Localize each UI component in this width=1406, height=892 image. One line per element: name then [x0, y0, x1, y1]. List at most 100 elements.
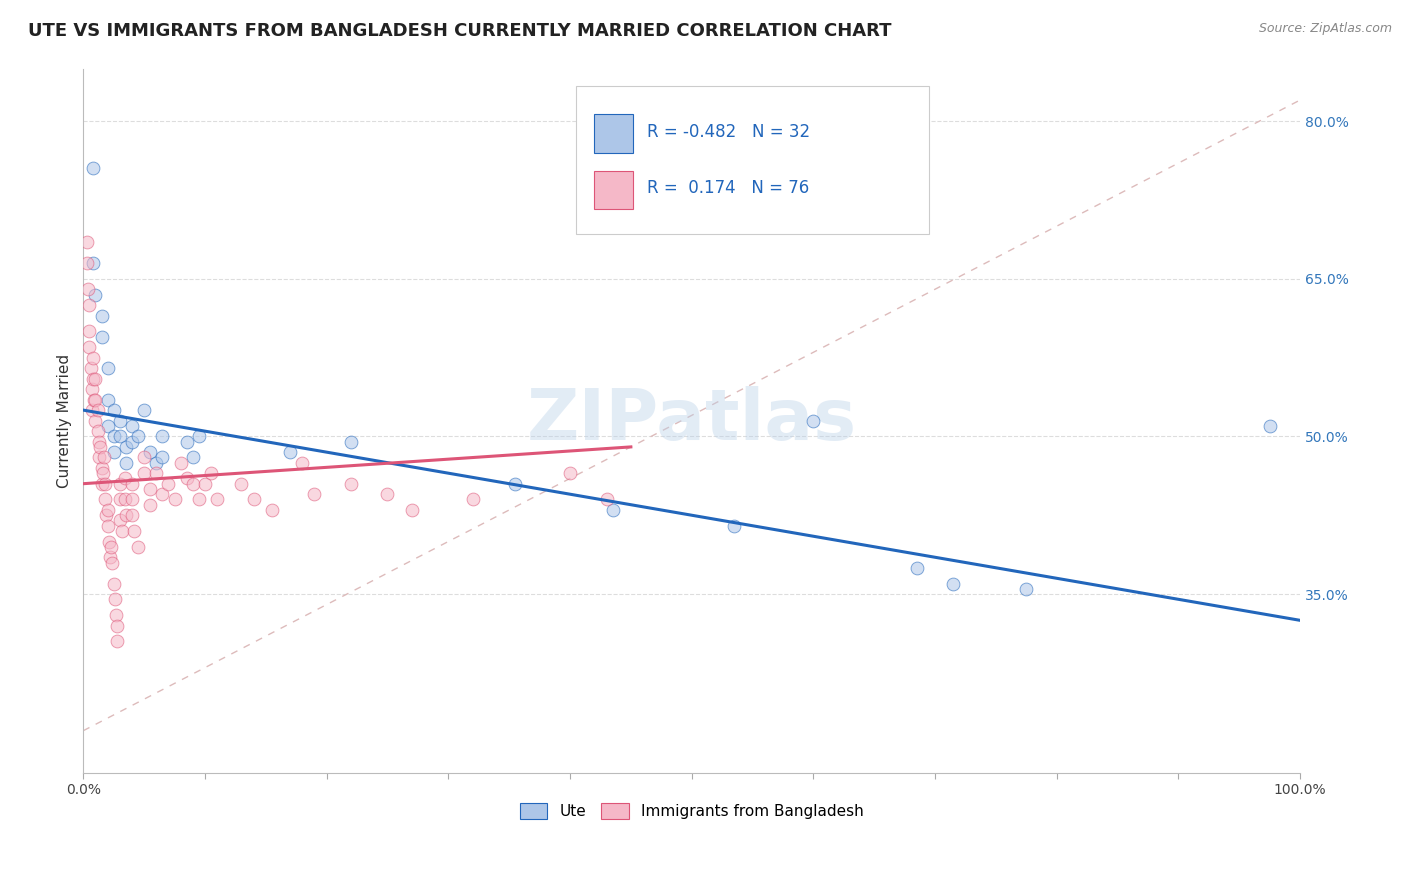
Point: [90, 329, 112, 343]
Point: [602, 503, 624, 517]
Point: [103, 403, 125, 417]
Point: [77, 282, 100, 296]
Point: [83, 392, 105, 407]
Point: [127, 429, 149, 443]
Point: [97, 503, 120, 517]
Text: Source: ZipAtlas.com: Source: ZipAtlas.com: [1258, 22, 1392, 36]
Point: [134, 403, 156, 417]
Point: [127, 540, 149, 554]
Y-axis label: Currently Married: Currently Married: [58, 353, 72, 488]
Point: [105, 608, 128, 623]
Point: [121, 418, 143, 433]
Point: [176, 434, 198, 449]
Point: [105, 618, 128, 632]
Point: [108, 414, 131, 428]
Point: [82, 161, 104, 176]
Point: [108, 476, 131, 491]
Point: [103, 576, 125, 591]
Point: [205, 492, 228, 507]
Point: [503, 476, 526, 491]
Legend: Ute, Immigrants from Bangladesh: Ute, Immigrants from Bangladesh: [513, 797, 870, 825]
Point: [1258, 418, 1281, 433]
Bar: [595, 170, 633, 210]
Point: [90, 309, 112, 323]
Point: [103, 429, 125, 443]
Point: [98, 550, 121, 565]
Point: [114, 492, 136, 507]
Point: [304, 487, 326, 501]
Point: [101, 556, 124, 570]
Point: [121, 434, 143, 449]
Point: [90, 461, 112, 475]
Point: [100, 540, 122, 554]
Point: [1191, 887, 1213, 892]
Point: [79, 324, 101, 338]
Point: [260, 503, 283, 517]
Point: [108, 513, 131, 527]
Text: R = -0.482   N = 32: R = -0.482 N = 32: [647, 123, 810, 141]
Point: [97, 392, 120, 407]
Point: [187, 429, 209, 443]
Point: [121, 476, 143, 491]
Point: [84, 414, 107, 428]
Point: [121, 492, 143, 507]
Point: [801, 414, 824, 428]
Point: [89, 440, 111, 454]
Point: [242, 492, 264, 507]
Point: [97, 361, 120, 376]
Point: [114, 471, 136, 485]
Point: [942, 576, 965, 591]
Point: [97, 418, 120, 433]
Point: [111, 524, 134, 538]
Point: [461, 492, 484, 507]
Point: [150, 429, 173, 443]
Point: [91, 466, 114, 480]
Point: [291, 456, 314, 470]
Point: [97, 518, 120, 533]
Point: [87, 450, 110, 465]
Point: [595, 492, 617, 507]
Point: [87, 424, 110, 438]
Point: [115, 440, 138, 454]
Point: [163, 492, 186, 507]
Point: [87, 403, 110, 417]
Point: [108, 492, 131, 507]
Point: [79, 340, 101, 354]
Point: [194, 476, 217, 491]
Point: [181, 450, 204, 465]
Point: [96, 508, 118, 523]
Point: [97, 534, 120, 549]
Point: [340, 476, 363, 491]
Point: [200, 466, 222, 480]
Bar: [595, 114, 633, 153]
Point: [139, 482, 162, 496]
Point: [80, 403, 103, 417]
Point: [82, 256, 104, 270]
Point: [558, 466, 581, 480]
Point: [139, 498, 162, 512]
Point: [94, 476, 117, 491]
Point: [145, 466, 167, 480]
Point: [80, 382, 103, 396]
Point: [169, 456, 191, 470]
Point: [79, 361, 101, 376]
Point: [231, 476, 253, 491]
Text: UTE VS IMMIGRANTS FROM BANGLADESH CURRENTLY MARRIED CORRELATION CHART: UTE VS IMMIGRANTS FROM BANGLADESH CURREN…: [28, 22, 891, 40]
Point: [905, 561, 928, 575]
Point: [278, 445, 301, 459]
Point: [401, 503, 423, 517]
Point: [84, 287, 107, 301]
Point: [87, 434, 110, 449]
Point: [181, 476, 204, 491]
Point: [121, 508, 143, 523]
Point: [150, 450, 173, 465]
Point: [134, 466, 156, 480]
Point: [1015, 582, 1038, 596]
Point: [103, 445, 125, 459]
Point: [104, 592, 127, 607]
Point: [82, 351, 104, 365]
Point: [105, 634, 128, 648]
Point: [134, 450, 156, 465]
Point: [76, 235, 98, 249]
Point: [340, 434, 363, 449]
